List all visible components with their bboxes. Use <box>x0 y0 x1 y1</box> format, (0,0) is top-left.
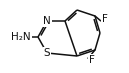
Text: H₂N: H₂N <box>11 32 31 42</box>
Text: S: S <box>44 48 50 58</box>
Text: F: F <box>89 55 95 65</box>
Text: N: N <box>43 16 51 26</box>
Text: F: F <box>102 14 107 24</box>
